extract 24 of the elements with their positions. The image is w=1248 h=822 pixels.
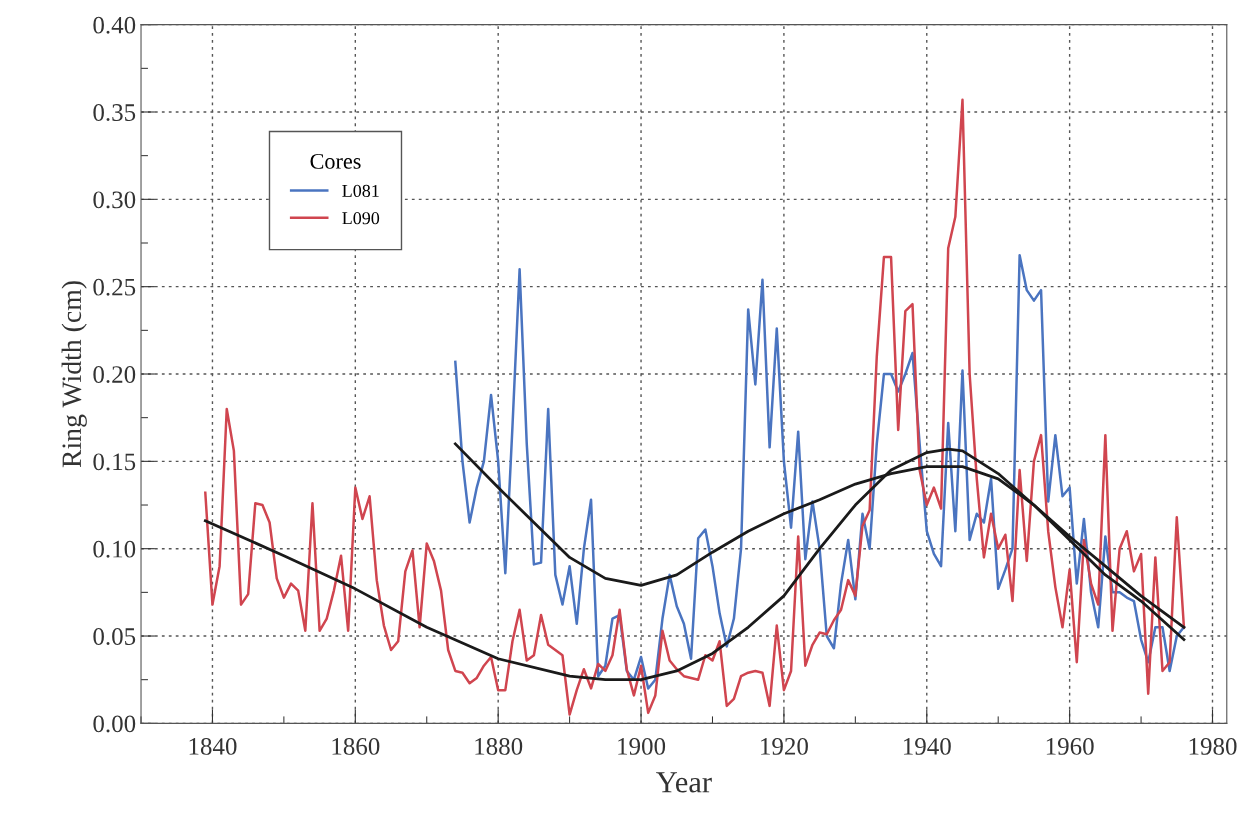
x-tick-label: 1940: [903, 737, 951, 755]
legend-label: L090: [342, 212, 380, 225]
x-axis-title: Year: [656, 772, 712, 793]
x-tick-label: 1960: [1046, 737, 1094, 755]
x-tick-label: 1980: [1189, 737, 1237, 755]
legend-label: L081: [342, 184, 379, 197]
line-series: [204, 98, 1186, 716]
y-tick-label: 0.00: [93, 715, 136, 733]
y-tick-label: 0.05: [93, 628, 136, 646]
legend-title: Cores: [310, 153, 361, 169]
x-tick-label: 1880: [475, 737, 523, 755]
y-tick-label: 0.25: [93, 278, 136, 296]
y-tick-label: 0.20: [93, 366, 136, 384]
y-tick-label: 0.15: [93, 453, 136, 471]
line-series: [454, 253, 1186, 690]
x-tick-label: 1860: [332, 737, 380, 755]
y-tick-label: 0.30: [93, 191, 136, 209]
y-axis-title: Ring Width (cm): [61, 281, 87, 468]
x-tick-label: 1920: [761, 737, 808, 755]
x-tick-label: 1840: [189, 737, 237, 755]
y-tick-label: 0.10: [93, 540, 136, 558]
y-tick-label: 0.35: [93, 104, 136, 122]
x-tick-label: 1900: [618, 737, 666, 755]
y-tick-label: 0.40: [93, 16, 136, 34]
